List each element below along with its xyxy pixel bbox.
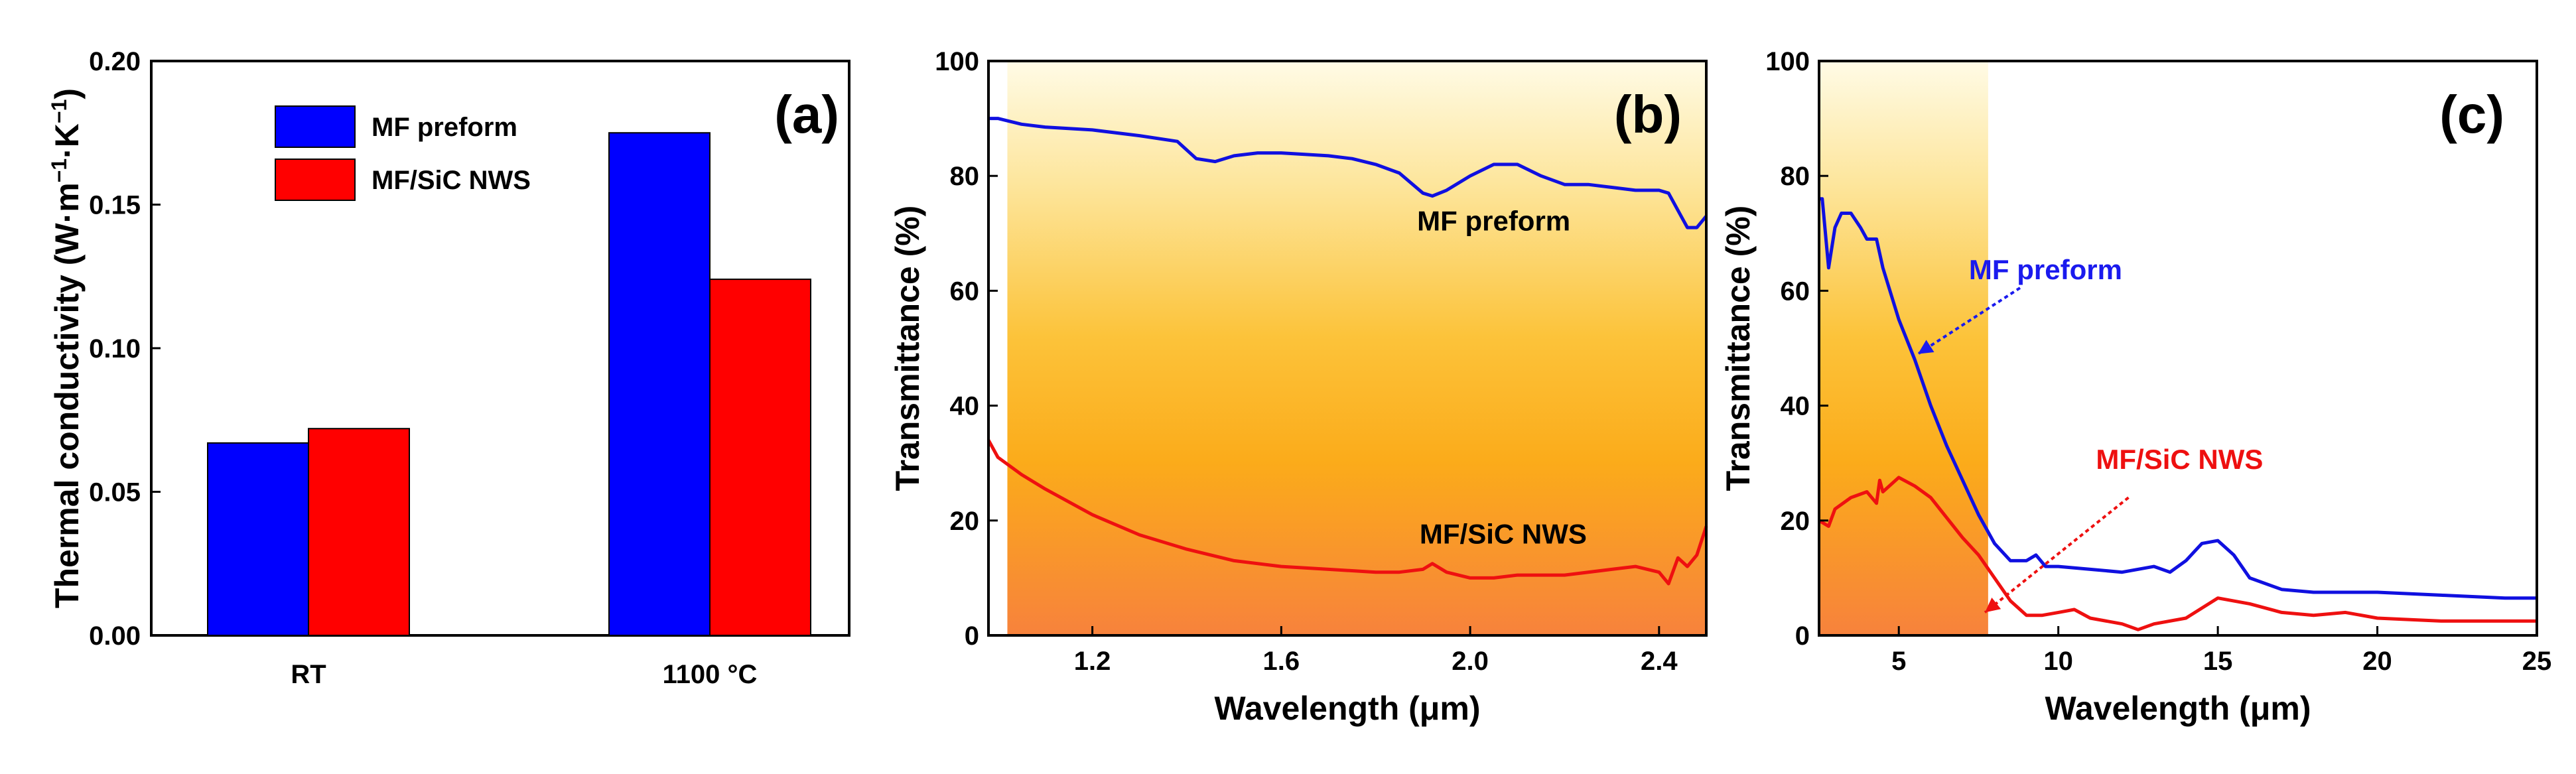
y-tick-label: 0.10 — [89, 334, 141, 363]
x-tick-label: 25 — [2522, 647, 2552, 676]
annotation-arrow — [1917, 287, 2021, 355]
panel-c-transmittance-chart: 0 20 40 60 80 100 5 10 15 20 25 MF preform MF/SiC … — [1720, 47, 2551, 727]
series-line-mf-sic-nws — [1818, 476, 2537, 631]
x-tick-label: 10 — [2043, 647, 2073, 676]
panel-a-y-ticks: 0.00 0.05 0.10 0.15 0.20 — [89, 47, 161, 651]
panel-a-label: (a) — [774, 85, 839, 144]
panel-b-transmittance-chart: 0 20 40 60 80 100 1.2 1.6 2.0 2.4 MF preform MF/S… — [889, 47, 1708, 727]
y-tick-label: 20 — [1781, 507, 1810, 536]
panel-b-heated-region — [1007, 61, 1706, 635]
panel-b-plot-area — [987, 60, 1708, 637]
series-line-mf-preform — [1819, 197, 2537, 600]
x-tick-label: 15 — [2203, 647, 2233, 676]
y-tick-label: 20 — [950, 507, 980, 536]
y-tick-label: 0.05 — [89, 478, 141, 507]
panel-b-label: (b) — [1614, 85, 1682, 144]
legend-label-mf-preform: MF preform — [372, 113, 517, 142]
annotation-mf-sic-nws: MF/SiC NWS — [2096, 444, 2263, 475]
x-tick-label: 20 — [2362, 647, 2392, 676]
x-tick-label: 2.0 — [1452, 647, 1489, 676]
bar-mf-sic-nws-1100-c — [709, 279, 811, 636]
annotation-arrowhead — [1918, 340, 1934, 354]
x-category-label: 1100 °C — [663, 660, 758, 689]
annotation-mf-preform: MF preform — [1969, 254, 2122, 285]
x-tick-label: 1.2 — [1074, 647, 1111, 676]
y-tick-label: 40 — [1781, 392, 1810, 421]
bar-mf-preform-rt — [207, 442, 309, 636]
y-tick-label: 0 — [1795, 621, 1810, 651]
y-tick-label: 60 — [950, 277, 980, 306]
panel-b-series — [986, 117, 1708, 586]
annotation-arrowhead — [1985, 598, 2001, 613]
panel-a-y-axis-title: Thermal conductivity (W·m−1·K−1) — [47, 88, 86, 608]
panel-c-annotations: MF preform MF/SiC NWS — [1917, 254, 2263, 613]
y-tick-label: 40 — [950, 392, 980, 421]
panel-a-x-categories: RT 1100 °C — [291, 660, 757, 689]
y-tick-label: 60 — [1781, 277, 1810, 306]
y-tick-label: 0.15 — [89, 191, 141, 220]
series-line-mf-preform — [988, 117, 1708, 229]
panel-c-label: (c) — [2439, 85, 2504, 144]
panel-b-x-axis-title: Wavelength (μm) — [1215, 690, 1481, 727]
x-tick-label: 1.6 — [1263, 647, 1300, 676]
y-tick-label: 0.00 — [89, 621, 141, 651]
panel-c-plot-area — [1818, 60, 2538, 637]
panel-a-thermal-conductivity-chart: 0.00 0.05 0.10 0.15 0.20 RT 1100 °C MF prefor… — [47, 47, 850, 689]
panel-a-legend: MF preform MF/SiC NWS — [275, 105, 531, 201]
panel-c-y-ticks: 0 20 40 60 80 100 — [1765, 47, 1828, 651]
y-tick-label: 100 — [1765, 47, 1810, 76]
x-category-label: RT — [291, 660, 326, 689]
legend-swatch-mf-preform — [275, 105, 356, 148]
x-tick-label: 2.4 — [1641, 647, 1678, 676]
y-tick-label: 80 — [1781, 162, 1810, 191]
y-tick-label: 0 — [965, 621, 979, 651]
panel-a-bars — [207, 132, 811, 636]
y-tick-label: 80 — [950, 162, 980, 191]
bar-mf-preform-1100-c — [608, 132, 711, 636]
panel-c-x-axis-title: Wavelength (μm) — [2045, 690, 2311, 727]
annotation-arrow — [1984, 496, 2130, 613]
panel-b-x-ticks: 1.2 1.6 2.0 2.4 — [1074, 626, 1678, 676]
panel-b-y-axis-title: Transmittance (%) — [889, 206, 926, 491]
annotation-mf-preform: MF preform — [1417, 205, 1570, 236]
panel-b-y-ticks: 0 20 40 60 80 100 — [935, 47, 998, 651]
x-tick-label: 5 — [1891, 647, 1906, 676]
y-tick-label: 0.20 — [89, 47, 141, 76]
panel-c-y-axis-title: Transmittance (%) — [1720, 206, 1757, 491]
panel-c-x-ticks: 5 10 15 20 25 — [1891, 626, 2551, 676]
legend-swatch-mf-sic-nws — [275, 159, 356, 201]
annotation-mf-sic-nws: MF/SiC NWS — [1420, 518, 1587, 549]
panel-b-annotations: MF preform MF/SiC NWS — [1417, 205, 1587, 549]
series-line-mf-sic-nws — [986, 439, 1708, 586]
panel-c-series — [1818, 197, 2537, 631]
legend-label-mf-sic-nws: MF/SiC NWS — [372, 166, 531, 195]
bar-mf-sic-nws-rt — [308, 428, 410, 636]
y-tick-label: 100 — [935, 47, 979, 76]
panel-c-heated-region — [1819, 61, 1988, 635]
